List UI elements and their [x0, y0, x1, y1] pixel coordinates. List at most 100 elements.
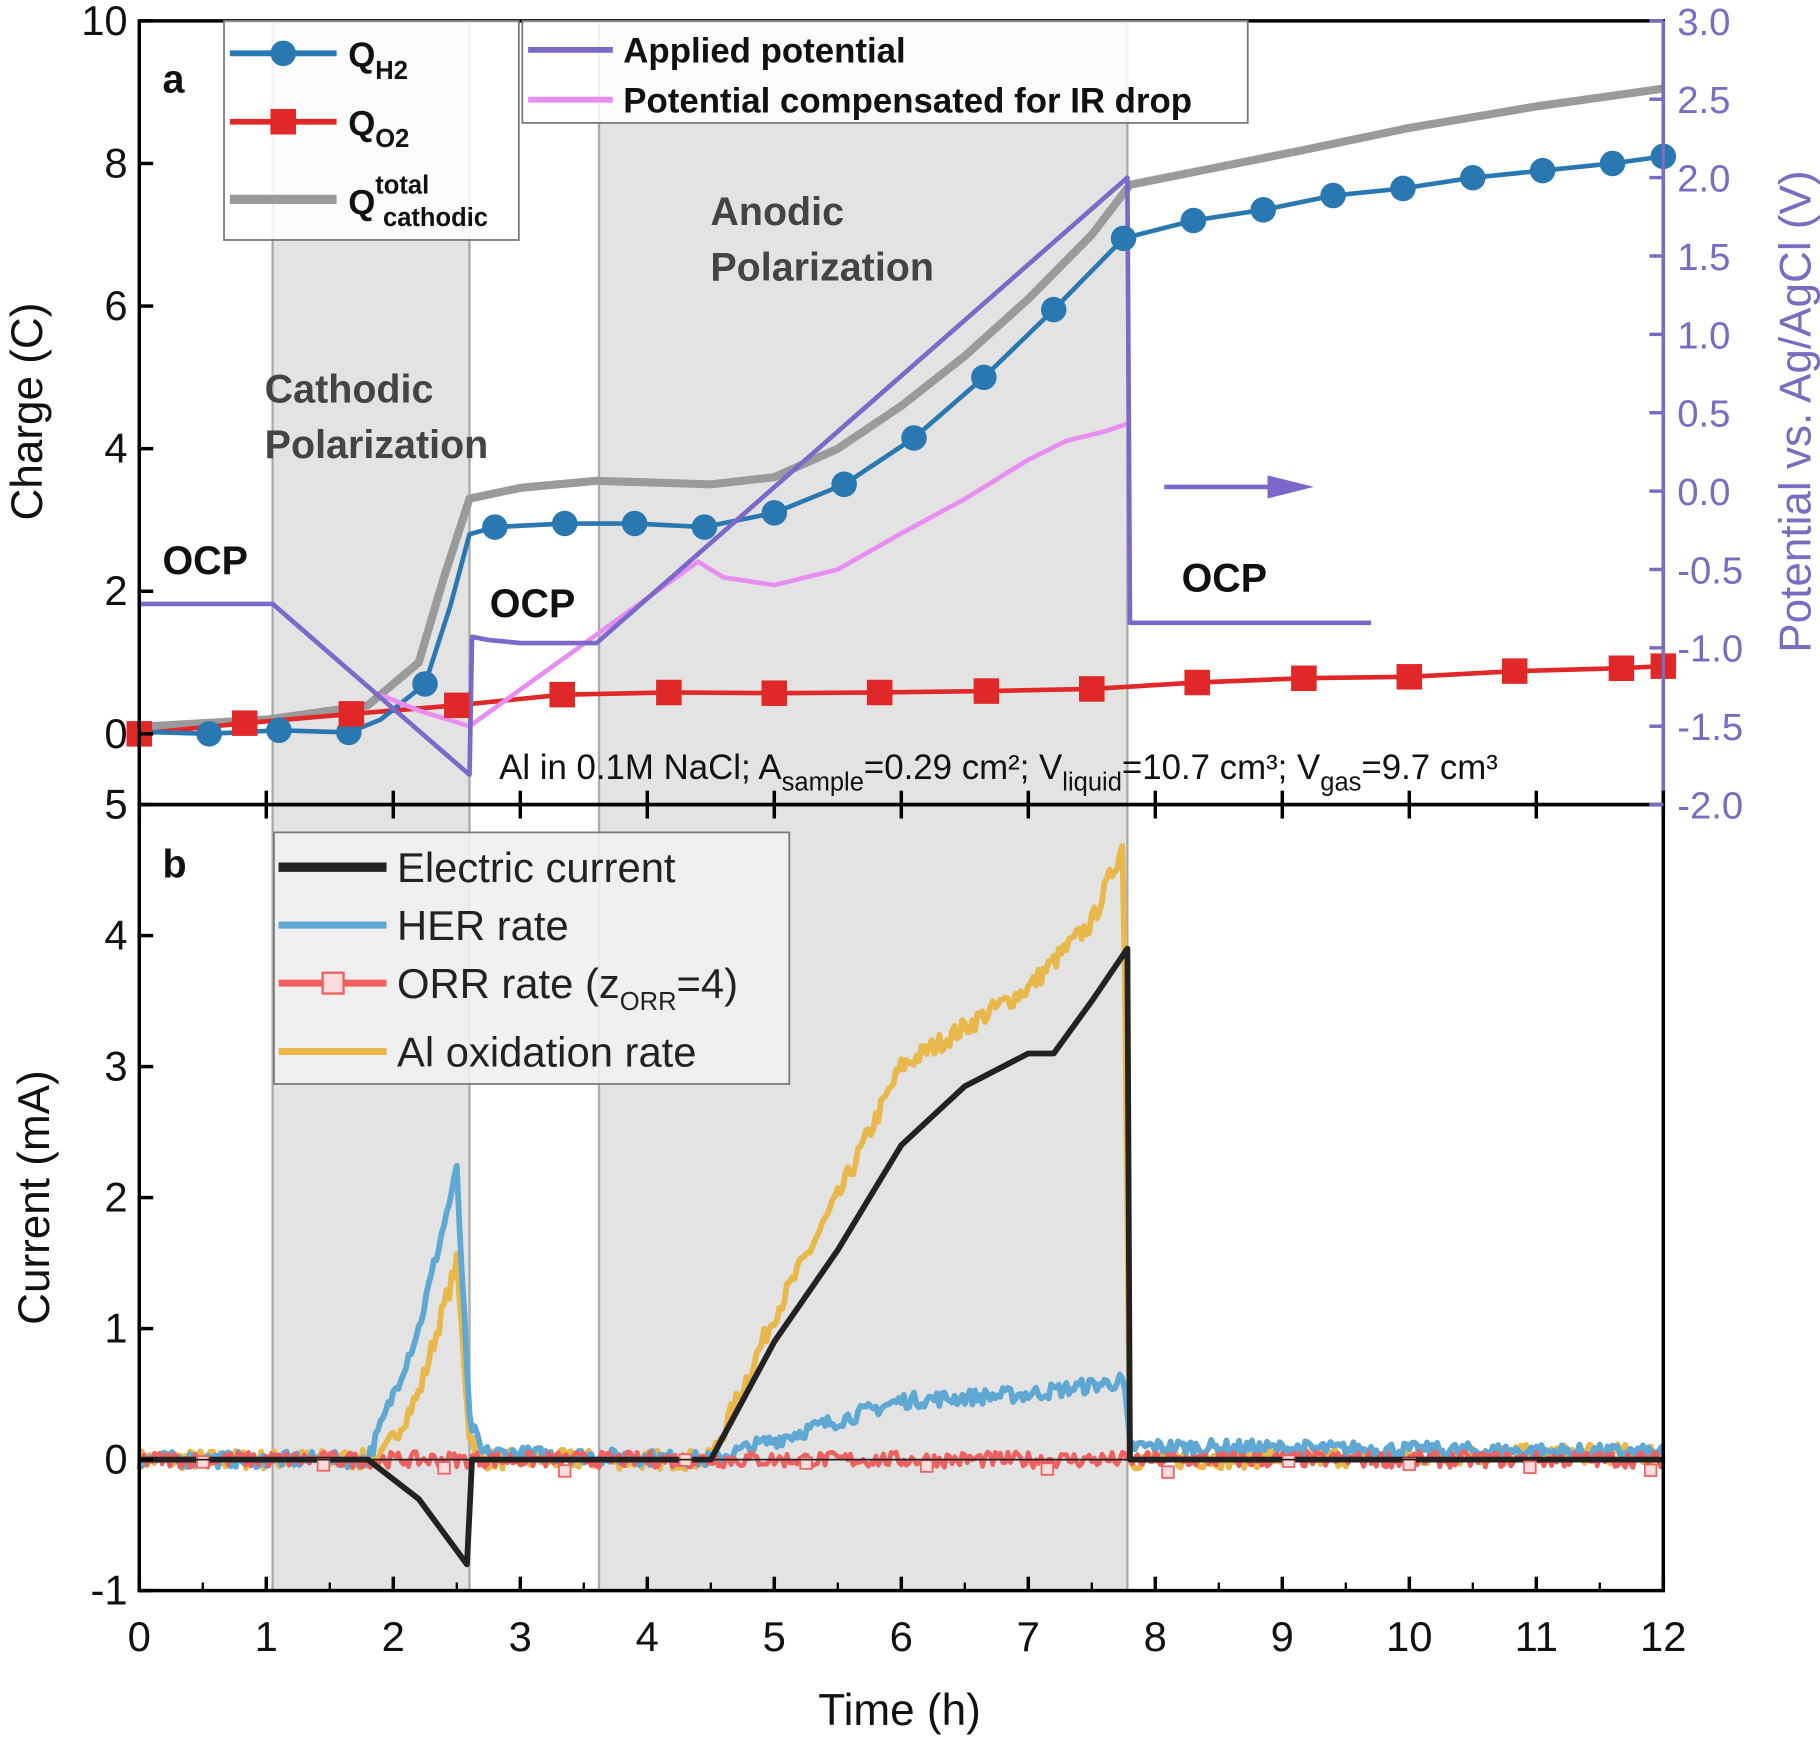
anodic-label-2: Polarization — [710, 246, 934, 290]
ocp-label-3: OCP — [1182, 556, 1268, 600]
legend-potential: Applied potential Potential compensated … — [521, 19, 1249, 124]
y-tick-label-a: 4 — [104, 425, 127, 472]
q-o2-marker — [1501, 658, 1528, 684]
y-tick-label-right: -0.5 — [1677, 549, 1743, 592]
y-tick-label-b: 2 — [104, 1174, 127, 1221]
y-tick-label-right: 0.0 — [1677, 471, 1730, 514]
q-o2-marker — [866, 679, 893, 706]
y-tick-label-right: 0.5 — [1677, 393, 1730, 436]
x-tick-label: 7 — [1017, 1613, 1040, 1660]
legend-al: Al oxidation rate — [397, 1029, 697, 1076]
q-o2-marker — [549, 681, 575, 708]
y-tick-label-right: 2.5 — [1677, 79, 1730, 122]
series-q-total-cathodic — [139, 84, 1664, 731]
x-axis-title: Time (h) — [818, 1686, 981, 1735]
legend-orr: ORR rate (zORR=4) — [397, 960, 738, 1016]
legend-electric: Electric current — [397, 844, 676, 891]
orr-marker — [437, 1461, 451, 1475]
y-tick-label-b: 1 — [104, 1305, 127, 1352]
q-h2-marker — [266, 717, 292, 744]
orr-marker — [316, 1458, 331, 1472]
q-o2-marker — [338, 701, 365, 727]
ocp-label-2: OCP — [490, 582, 576, 626]
legend-qh2: QH2 — [348, 36, 408, 85]
q-h2-marker — [1180, 207, 1207, 234]
q-o2-marker — [1291, 665, 1317, 691]
y-tick-label-a: 2 — [104, 567, 127, 614]
q-o2-marker — [761, 680, 788, 706]
x-tick-label: 0 — [128, 1613, 151, 1660]
q-h2-marker — [1529, 157, 1556, 184]
y-tick-label-a: 6 — [104, 282, 127, 329]
y-tick-label-b: 5 — [104, 781, 127, 828]
y-tick-label-b: 0 — [104, 1436, 127, 1483]
x-tick-label: 2 — [382, 1613, 405, 1660]
legend-current: Electric current HER rate ORR rate (zORR… — [273, 831, 791, 1085]
q-o2-marker — [444, 692, 470, 719]
orr-marker — [1402, 1457, 1416, 1471]
q-h2-marker — [551, 510, 578, 537]
q-h2-marker — [831, 471, 857, 498]
x-tick-label: 12 — [1640, 1613, 1686, 1660]
x-tick-label: 4 — [636, 1613, 659, 1660]
q-o2-marker — [231, 710, 258, 736]
x-tick-label: 8 — [1144, 1613, 1167, 1660]
legend-qtotal: Qtotal cathodic — [348, 172, 488, 232]
orr-marker — [1523, 1460, 1537, 1474]
y-axis-title-a: Charge (C) — [3, 303, 52, 521]
q-h2-marker — [971, 364, 997, 391]
q-h2-marker — [1599, 150, 1626, 177]
orr-marker — [920, 1459, 934, 1473]
series-layer — [126, 84, 1677, 1568]
q-h2-marker — [1040, 296, 1067, 323]
q-h2-marker — [621, 510, 648, 537]
series-orr-rate — [139, 1449, 1666, 1470]
y-tick-label-right: -1.0 — [1677, 628, 1743, 671]
right-axis-arrow — [1164, 475, 1314, 499]
panel-label-b: b — [163, 843, 187, 887]
orr-marker — [1643, 1463, 1658, 1477]
y-tick-label-right: -1.5 — [1677, 706, 1743, 749]
legend-qo2: QO2 — [348, 105, 409, 154]
y-axis-title-right: Potential vs. Ag/AgCl (V) — [1772, 170, 1820, 652]
orr-marker — [799, 1456, 813, 1470]
legend-her: HER rate — [397, 902, 569, 949]
orr-marker — [558, 1464, 572, 1478]
cathodic-label-2: Polarization — [265, 423, 489, 467]
q-o2-marker — [1079, 676, 1105, 702]
panel-label-a: a — [163, 58, 186, 102]
y-axis-title-b: Current (mA) — [10, 1070, 59, 1325]
q-o2-marker — [656, 679, 682, 706]
series-her-rate — [136, 1162, 1666, 1471]
q-o2-marker — [973, 678, 1000, 704]
x-tick-label: 1 — [255, 1613, 278, 1660]
q-h2-marker — [196, 721, 222, 747]
y-tick-label-right: -2.0 — [1677, 785, 1743, 828]
y-tick-label-a: 8 — [104, 139, 127, 186]
x-tick-label: 3 — [509, 1613, 532, 1660]
y-tick-label-b: 3 — [104, 1043, 127, 1090]
q-o2-marker — [1184, 669, 1210, 696]
q-h2-marker — [1110, 225, 1137, 252]
q-h2-marker — [761, 500, 788, 526]
series-q-o2 — [139, 663, 1664, 737]
y-tick-label-b: -1 — [91, 1567, 128, 1614]
y-tick-label-right: 1.0 — [1677, 314, 1730, 357]
q-h2-marker — [691, 514, 718, 540]
orr-marker — [1040, 1462, 1055, 1476]
y-tick-label-right: 1.5 — [1677, 236, 1730, 279]
q-h2-marker — [1320, 182, 1346, 209]
orr-marker — [196, 1455, 210, 1469]
ocp-label-1: OCP — [163, 539, 249, 583]
x-tick-label: 6 — [890, 1613, 913, 1660]
q-h2-marker — [412, 671, 438, 697]
x-tick-label: 5 — [763, 1613, 786, 1660]
anodic-label-1: Anodic — [710, 190, 844, 234]
sample-annotation: Al in 0.1M NaCl; Asample=0.29 cm²; Vliqu… — [499, 748, 1498, 797]
y-tick-label-b: 4 — [104, 912, 127, 959]
y-tick-label-right: 2.0 — [1677, 158, 1730, 201]
q-h2-marker — [901, 425, 927, 451]
series-applied-potential — [139, 175, 1372, 778]
q-h2-marker — [1460, 164, 1486, 191]
